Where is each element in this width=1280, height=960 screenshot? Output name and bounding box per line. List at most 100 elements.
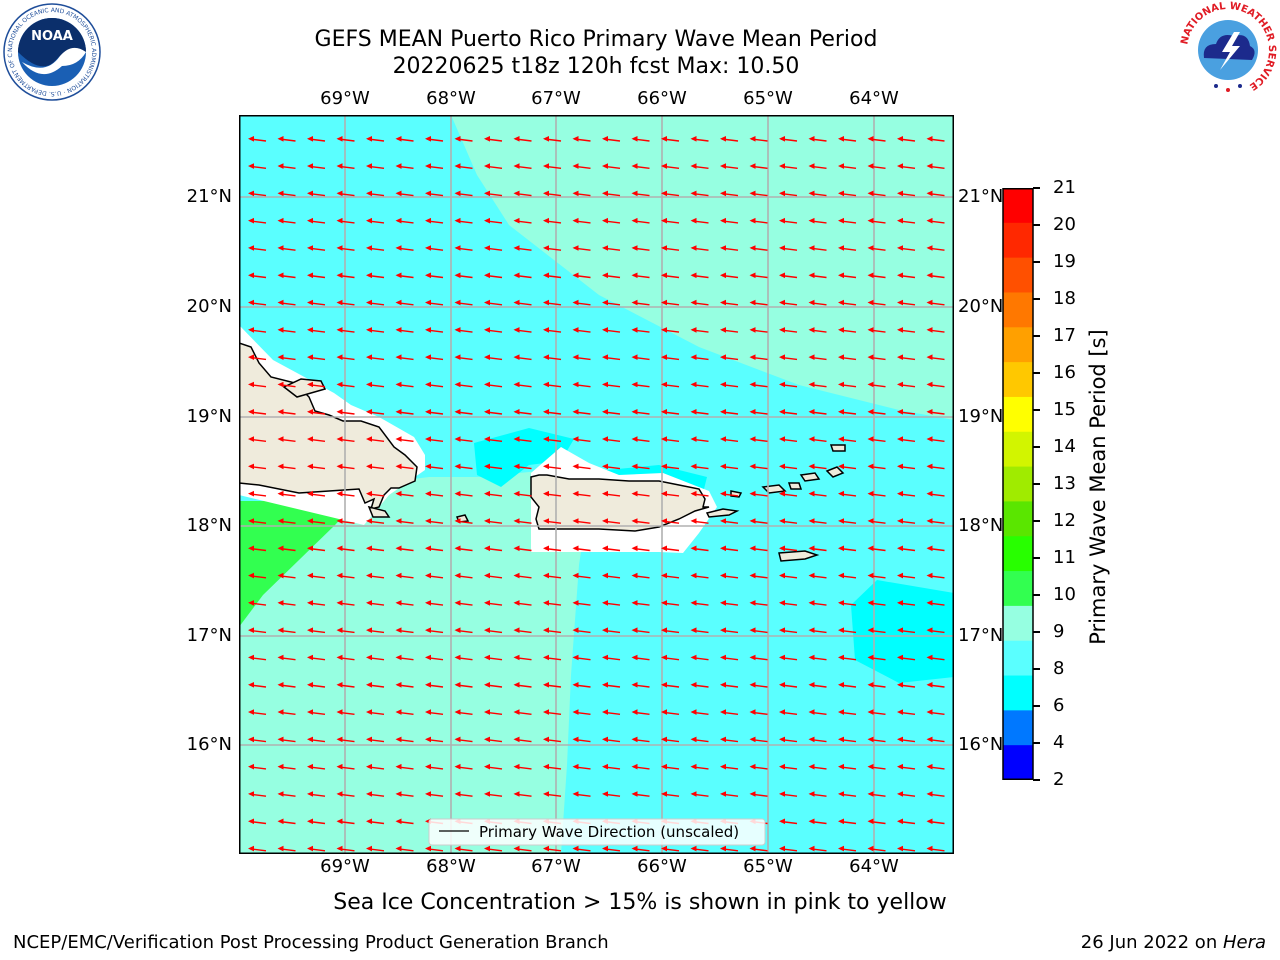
wave-arrow <box>602 327 621 333</box>
wave-arrow <box>395 627 414 634</box>
wave-arrow <box>366 354 385 361</box>
land-st-john <box>787 482 803 490</box>
wave-arrow <box>336 518 355 524</box>
wave-arrow <box>366 463 385 470</box>
wave-arrow <box>808 627 827 634</box>
wave-arrow <box>690 654 709 661</box>
wave-arrow <box>897 272 916 279</box>
wave-arrow <box>808 136 827 142</box>
wave-arrow <box>248 818 267 825</box>
wave-arrow <box>513 763 532 770</box>
wave-arrow <box>395 709 414 715</box>
wave-arrow <box>808 272 827 279</box>
wave-arrow <box>513 217 532 224</box>
wave-arrow <box>366 545 385 552</box>
wave-arrow <box>838 190 857 197</box>
wave-arrow <box>395 736 414 743</box>
colorbar-tick-mark <box>1033 779 1040 781</box>
wave-arrow <box>425 490 444 497</box>
wave-arrow <box>838 409 857 415</box>
wave-arrow <box>661 654 680 661</box>
wave-arrow <box>602 409 621 415</box>
wave-arrow <box>513 709 532 715</box>
colorbar-tick-label: 8 <box>1053 658 1065 679</box>
wave-arrow <box>690 763 709 770</box>
wave-arrow <box>277 763 296 770</box>
wave-arrow <box>248 409 267 415</box>
wave-arrow <box>690 463 709 470</box>
wave-arrow <box>425 409 444 415</box>
wave-arrow <box>336 791 355 797</box>
wave-arrow <box>395 436 414 442</box>
wave-arrow <box>867 791 886 797</box>
wave-arrow <box>867 763 886 770</box>
wave-arrow <box>336 463 355 470</box>
wave-arrow <box>454 845 473 852</box>
wave-arrow <box>513 545 532 552</box>
wave-arrow <box>926 163 945 169</box>
wave-arrow <box>867 627 886 634</box>
wave-arrow <box>277 845 296 852</box>
wave-arrow <box>543 163 562 169</box>
wave-arrow <box>484 682 503 688</box>
colorbar-tick-mark <box>1033 335 1040 337</box>
wave-arrow <box>808 545 827 552</box>
footer-host: Hera <box>1222 932 1266 953</box>
wave-arrow <box>572 299 591 306</box>
wave-arrow <box>484 791 503 797</box>
map-title: GEFS MEAN Puerto Rico Primary Wave Mean … <box>314 27 878 52</box>
colorbar-tick-mark <box>1033 594 1040 596</box>
colorbar-tick-label: 10 <box>1053 584 1076 605</box>
wave-arrow <box>395 791 414 797</box>
wave-arrow <box>454 217 473 224</box>
wave-arrow <box>572 136 591 142</box>
wave-arrow <box>366 217 385 224</box>
wave-arrow <box>808 354 827 361</box>
wave-arrow <box>395 163 414 169</box>
colorbar-segment <box>1003 605 1033 642</box>
wave-arrow <box>749 272 768 279</box>
wave-arrow <box>543 409 562 415</box>
colorbar-tick-label: 9 <box>1053 621 1065 642</box>
wave-arrow <box>336 217 355 224</box>
lat-tick-label-right: 17°N <box>958 625 1004 646</box>
wave-arrow <box>779 818 798 825</box>
land-saona <box>367 505 391 518</box>
sea-ice-note: Sea Ice Concentration > 15% is shown in … <box>333 890 947 915</box>
wave-arrow <box>720 327 739 333</box>
colorbar-segment <box>1003 640 1033 677</box>
wave-arrow <box>749 845 768 852</box>
wave-arrow <box>808 736 827 743</box>
wave-arrow <box>543 763 562 770</box>
wave-arrow <box>867 682 886 688</box>
lon-tick-label-bottom: 69°W <box>320 856 370 877</box>
wave-arrow <box>808 763 827 770</box>
wave-arrow <box>690 272 709 279</box>
wave-arrow <box>336 654 355 661</box>
wave-arrow <box>454 381 473 388</box>
wave-arrow <box>749 490 768 497</box>
wave-arrow <box>926 490 945 497</box>
wave-arrow <box>307 600 326 606</box>
wave-arrow <box>749 436 768 442</box>
wave-arrow <box>720 217 739 224</box>
wave-arrow <box>602 272 621 279</box>
wave-arrow <box>808 299 827 306</box>
wave-arrow <box>336 572 355 579</box>
nws-logo: NATIONAL WEATHER SERVICE <box>1179 1 1277 98</box>
colorbar-tick-label: 17 <box>1053 325 1076 346</box>
wave-arrow <box>277 654 296 661</box>
wave-arrow <box>336 709 355 715</box>
wave-arrow <box>248 190 267 197</box>
wave-arrow <box>425 299 444 306</box>
wave-arrow <box>454 545 473 552</box>
wave-arrow <box>307 163 326 169</box>
colorbar-tick-label: 16 <box>1053 362 1076 383</box>
lon-tick-label-top: 69°W <box>320 88 370 109</box>
wave-arrow <box>631 463 650 470</box>
wave-arrow <box>779 627 798 634</box>
lat-tick-label-left: 18°N <box>186 515 232 536</box>
wave-arrow <box>543 463 562 470</box>
wave-arrow <box>661 409 680 415</box>
wave-arrow <box>425 163 444 169</box>
